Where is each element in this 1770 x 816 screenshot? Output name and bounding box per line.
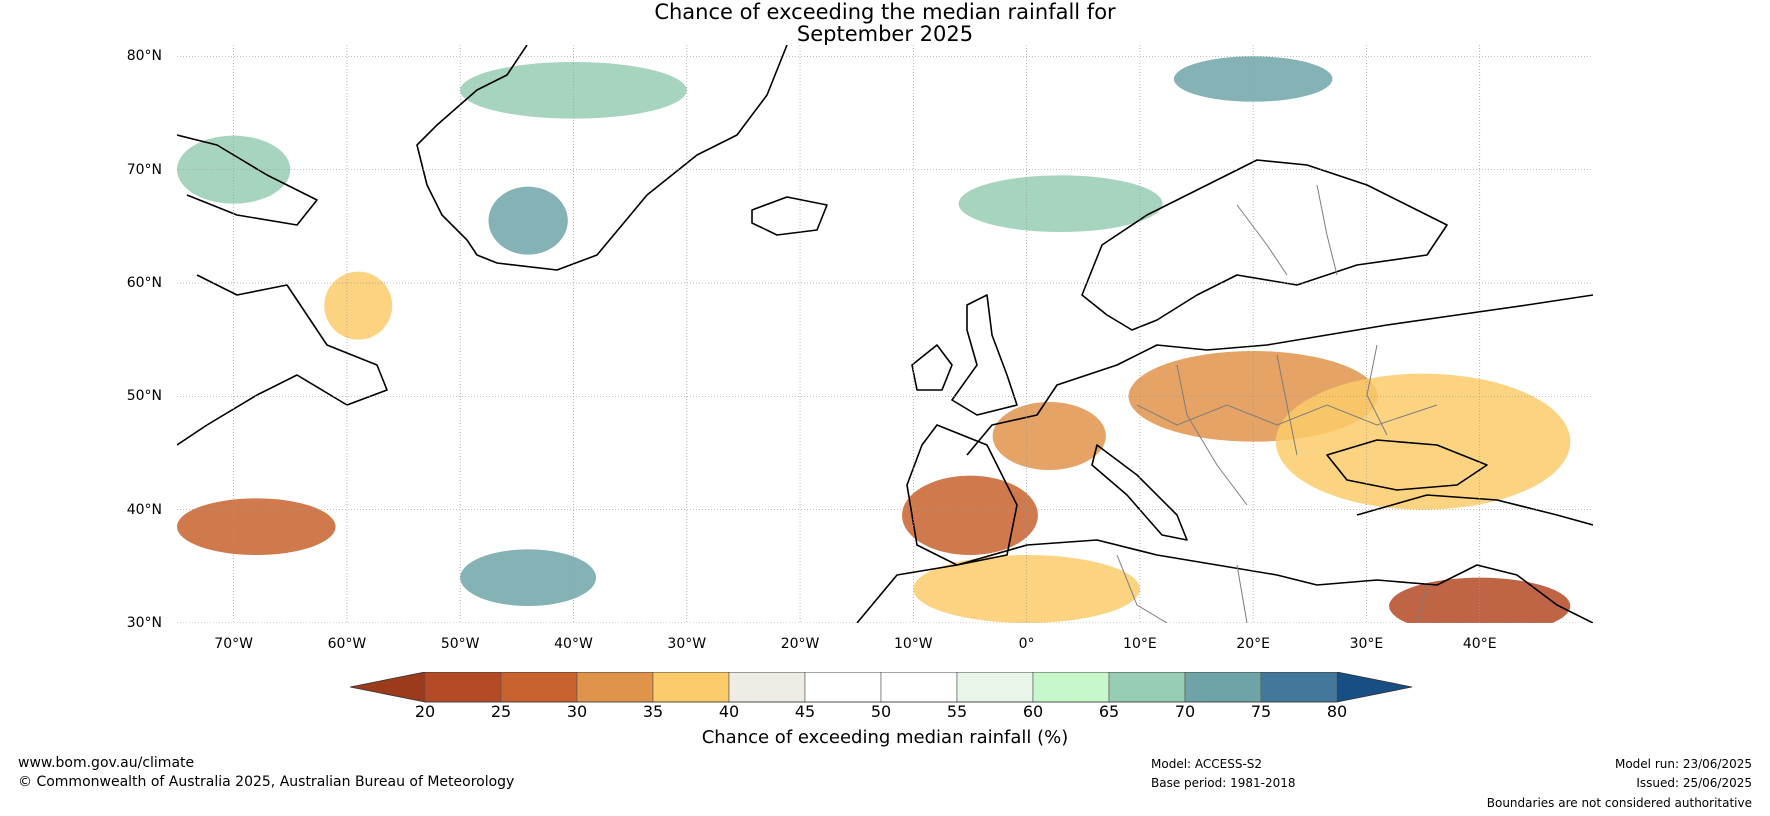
longitude-label: 10°W	[893, 636, 933, 652]
colorbar	[349, 671, 1420, 708]
coastline-britain	[951, 294, 1018, 416]
longitude-label: 40°W	[554, 636, 593, 652]
border-line	[1316, 184, 1338, 276]
colorbar-tick-label: 60	[1022, 702, 1044, 721]
graticule	[177, 45, 1593, 623]
longitude-label: 40°E	[1462, 636, 1497, 652]
map-title-line-1: Chance of exceeding the median rainfall …	[654, 0, 1116, 24]
colorbar-tick-label: 55	[946, 702, 968, 721]
border-line	[1236, 564, 1248, 623]
coastline-ireland	[911, 344, 953, 391]
colorbar-tick-label: 70	[1174, 702, 1196, 721]
region-wet-greenland-fjord	[488, 186, 568, 255]
footer-disclaimer: Boundaries are not considered authoritat…	[1486, 796, 1752, 810]
region-dry-east-europe	[1275, 373, 1571, 510]
region-dry-france	[992, 402, 1106, 470]
rainfall-map	[177, 45, 1593, 623]
latitude-label: 40°N	[126, 501, 162, 518]
region-wet-norwegian-sea	[958, 175, 1163, 233]
longitude-label: 60°W	[327, 636, 367, 652]
map-title-line-2: September 2025	[796, 22, 974, 46]
coastline-scandinavia	[1081, 159, 1448, 331]
colorbar-tick-label: 75	[1250, 702, 1272, 721]
colorbar-tick-label: 80	[1326, 702, 1348, 721]
coastline-greenland	[416, 45, 788, 271]
footer-model-run: Model run: 23/06/2025	[1614, 757, 1752, 771]
colorbar-max-extend	[1337, 672, 1412, 702]
colorbar-segment	[956, 671, 1034, 703]
longitude-label: 10°E	[1123, 636, 1157, 652]
colorbar-label: Chance of exceeding median rainfall (%)	[701, 727, 1069, 748]
coastlines	[177, 45, 1593, 623]
latitude-label: 30°N	[126, 615, 162, 631]
coastline-italy	[1091, 444, 1188, 541]
map-background	[177, 45, 1593, 623]
latitude-label: 50°N	[126, 388, 162, 405]
colorbar-tick-label: 50	[870, 702, 892, 721]
footer-base-period: Base period: 1981-2018	[1151, 776, 1296, 790]
colorbar-segment	[652, 671, 730, 703]
colorbar-segment	[1260, 671, 1338, 703]
colorbar-segment	[728, 671, 806, 703]
border-line	[1176, 364, 1248, 506]
colorbar-tick-label: 40	[718, 702, 740, 721]
border-line	[1116, 554, 1168, 623]
region-wet-atlantic-south	[460, 549, 597, 606]
border-line	[1136, 404, 1438, 426]
border-line	[1236, 204, 1288, 276]
longitude-label: 20°W	[780, 636, 820, 652]
region-wet-baffin	[177, 135, 291, 204]
region-dry-iberia	[901, 475, 1038, 555]
colorbar-segment	[1184, 671, 1262, 703]
border-line	[1276, 354, 1298, 456]
coastline-europe	[966, 294, 1593, 456]
colorbar-segment	[500, 671, 578, 703]
colorbar-segment	[424, 671, 502, 703]
coastline-iceland	[751, 196, 828, 236]
coastline-labrador	[177, 274, 388, 446]
longitude-label: 50°W	[440, 636, 480, 652]
coastline-black-sea	[1326, 439, 1488, 491]
footer-copyright: © Commonwealth of Australia 2025, Austra…	[18, 774, 515, 790]
colorbar-tick-label: 65	[1098, 702, 1120, 721]
longitude-label: 30°E	[1349, 636, 1384, 652]
colorbar-segment	[804, 671, 882, 703]
colorbar-segment	[1108, 671, 1186, 703]
colorbar-segment	[880, 671, 958, 703]
footer-model: Model: ACCESS-S2	[1151, 757, 1263, 771]
colorbar-tick-label: 45	[794, 702, 816, 721]
coastline-anatolia	[1356, 494, 1593, 526]
footer-issued: Issued: 25/06/2025	[1636, 776, 1752, 790]
border-line	[1416, 584, 1428, 623]
longitude-label: 70°W	[214, 636, 253, 652]
colorbar-min-extend	[350, 672, 425, 702]
longitude-label: 30°W	[667, 636, 707, 652]
colorbar-tick-label: 20	[414, 702, 436, 721]
colorbar-tick-label: 30	[566, 702, 588, 721]
footer-website: www.bom.gov.au/climate	[18, 755, 195, 771]
colorbar-outline	[349, 671, 1413, 703]
coastline-baffin	[177, 134, 318, 226]
colorbar-tick-label: 35	[642, 702, 664, 721]
region-dry-labrador	[324, 271, 393, 340]
latitude-label: 80°N	[126, 48, 162, 65]
region-dry-atlantic-west	[177, 498, 336, 555]
longitude-label: 0°	[1018, 636, 1035, 652]
colorbar-segment	[1032, 671, 1110, 703]
longitude-label: 20°E	[1236, 636, 1270, 652]
country-borders	[1116, 184, 1438, 623]
colorbar-tick-label: 25	[490, 702, 512, 721]
latitude-label: 70°N	[126, 161, 162, 178]
border-line	[1366, 344, 1388, 436]
coastline-north-africa	[856, 539, 1593, 623]
latitude-label: 60°N	[126, 275, 162, 291]
colorbar-segment	[576, 671, 654, 703]
